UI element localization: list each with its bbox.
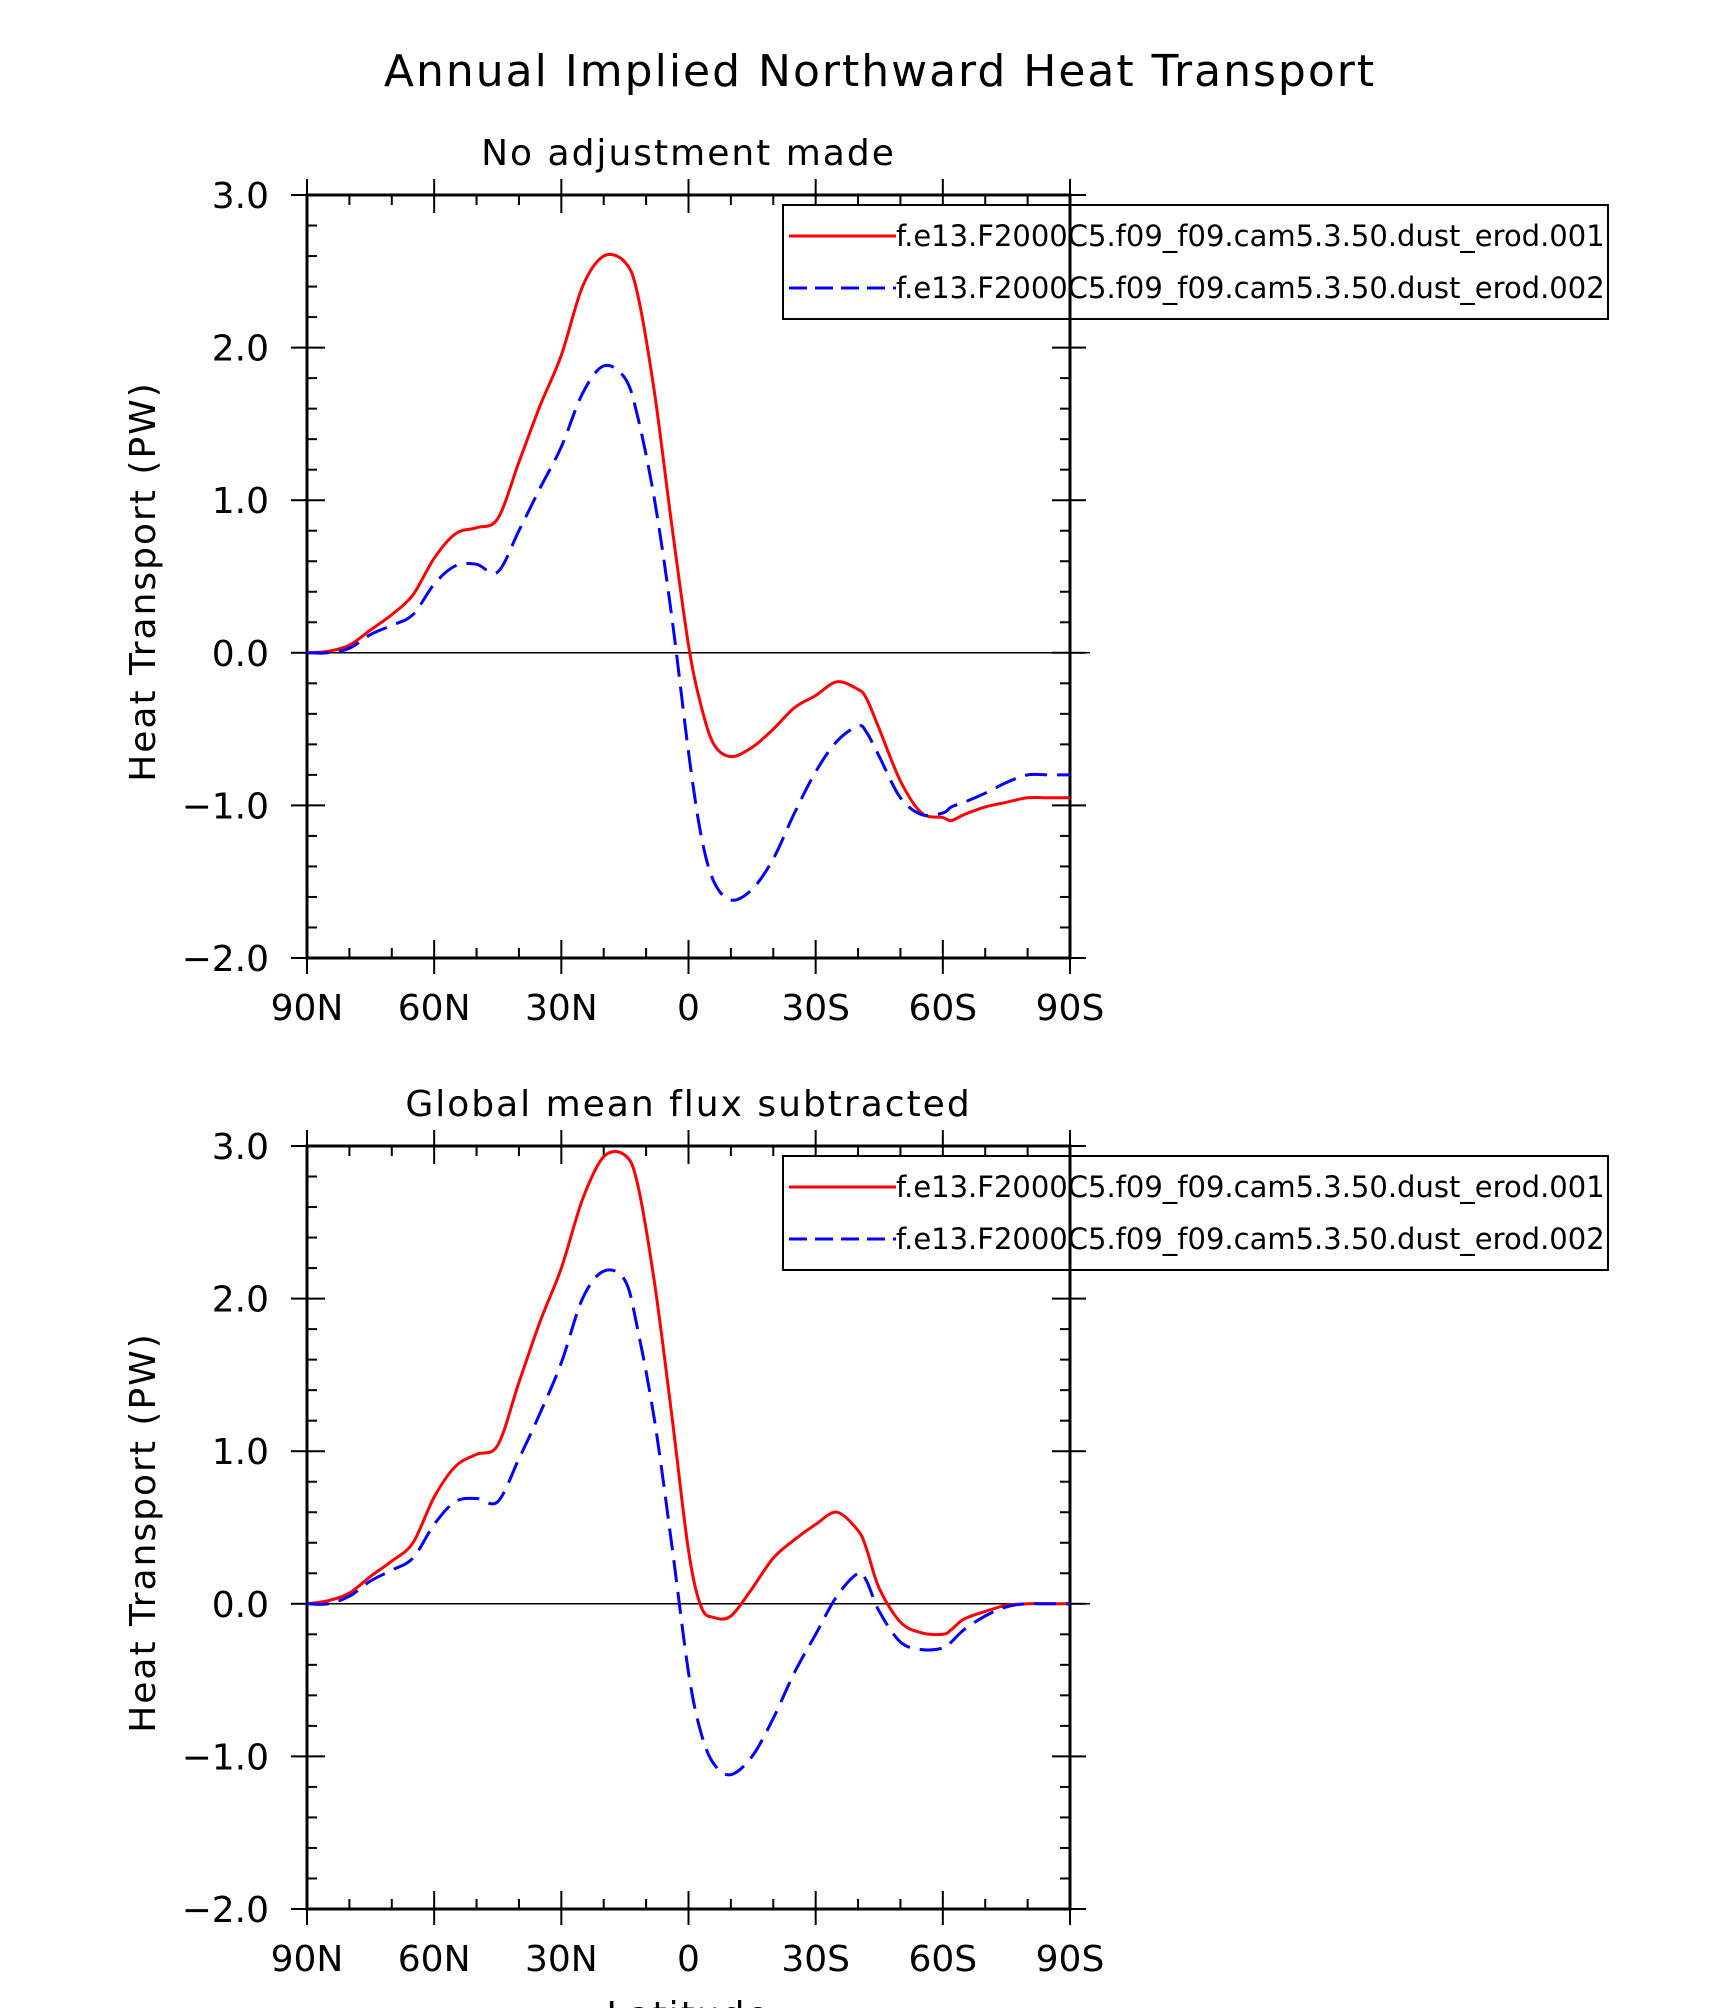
x-axis-label: Latitude bbox=[606, 1995, 770, 2008]
x-tick-label: 60S bbox=[908, 988, 977, 1029]
series-line bbox=[306, 363, 1070, 902]
series-line bbox=[306, 1149, 1070, 1637]
y-tick-label: −2.0 bbox=[182, 1890, 269, 1931]
legend-label: f.e13.F2000C5.f09_f09.cam5.3.50.dust_ero… bbox=[896, 271, 1605, 305]
x-tick-label: 30S bbox=[781, 988, 850, 1029]
y-tick-label: −2.0 bbox=[182, 939, 269, 980]
y-tick-label: 3.0 bbox=[212, 176, 269, 217]
y-tick-label: 0.0 bbox=[212, 634, 269, 675]
x-tick-label: 0 bbox=[677, 1939, 700, 1980]
y-tick-label: 1.0 bbox=[212, 1432, 269, 1473]
x-tick-label: 60S bbox=[908, 1939, 977, 1980]
x-tick-label: 30N bbox=[525, 1939, 598, 1980]
y-tick-label: 3.0 bbox=[212, 1127, 269, 1168]
x-tick-label: 30S bbox=[781, 1939, 850, 1980]
y-axis-label: Heat Transport (PW) bbox=[123, 381, 164, 782]
legend-label: f.e13.F2000C5.f09_f09.cam5.3.50.dust_ero… bbox=[896, 1222, 1605, 1256]
y-tick-label: 1.0 bbox=[212, 481, 269, 522]
x-tick-label: 60N bbox=[398, 988, 471, 1029]
x-tick-label: 0 bbox=[677, 988, 700, 1029]
series-line bbox=[306, 1268, 1070, 1777]
y-tick-label: −1.0 bbox=[182, 1737, 269, 1778]
y-tick-label: −1.0 bbox=[182, 786, 269, 827]
x-tick-label: 60N bbox=[398, 1939, 471, 1980]
y-tick-label: 2.0 bbox=[212, 329, 269, 370]
x-tick-label: 90N bbox=[271, 988, 344, 1029]
x-tick-label: 90N bbox=[271, 1939, 344, 1980]
legend: f.e13.F2000C5.f09_f09.cam5.3.50.dust_ero… bbox=[782, 204, 1609, 320]
y-axis-label: Heat Transport (PW) bbox=[123, 1332, 164, 1733]
x-tick-label: 90S bbox=[1036, 1939, 1105, 1980]
x-tick-label: 30N bbox=[525, 988, 598, 1029]
x-tick-label: 90S bbox=[1036, 988, 1105, 1029]
figure-title: Annual Implied Northward Heat Transport bbox=[384, 46, 1376, 97]
panel-title: Global mean flux subtracted bbox=[405, 1084, 971, 1125]
legend-box bbox=[782, 1155, 1609, 1271]
chart-panel-bottom: Global mean flux subtracted 90N 60N 30N 0 30S… bbox=[123, 1084, 1609, 2008]
y-tick-label: 2.0 bbox=[212, 1280, 269, 1321]
legend-label: f.e13.F2000C5.f09_f09.cam5.3.50.dust_ero… bbox=[896, 1170, 1605, 1204]
legend: f.e13.F2000C5.f09_f09.cam5.3.50.dust_ero… bbox=[782, 1155, 1609, 1271]
series-line bbox=[306, 252, 1070, 823]
legend-box bbox=[782, 204, 1609, 320]
chart-panel-top: No adjustment made 90N 60N 30N 0 30S 60S 90S 3.0… bbox=[123, 133, 1609, 1029]
legend-label: f.e13.F2000C5.f09_f09.cam5.3.50.dust_ero… bbox=[896, 219, 1605, 253]
panel-title: No adjustment made bbox=[481, 133, 896, 174]
y-tick-label: 0.0 bbox=[212, 1585, 269, 1626]
